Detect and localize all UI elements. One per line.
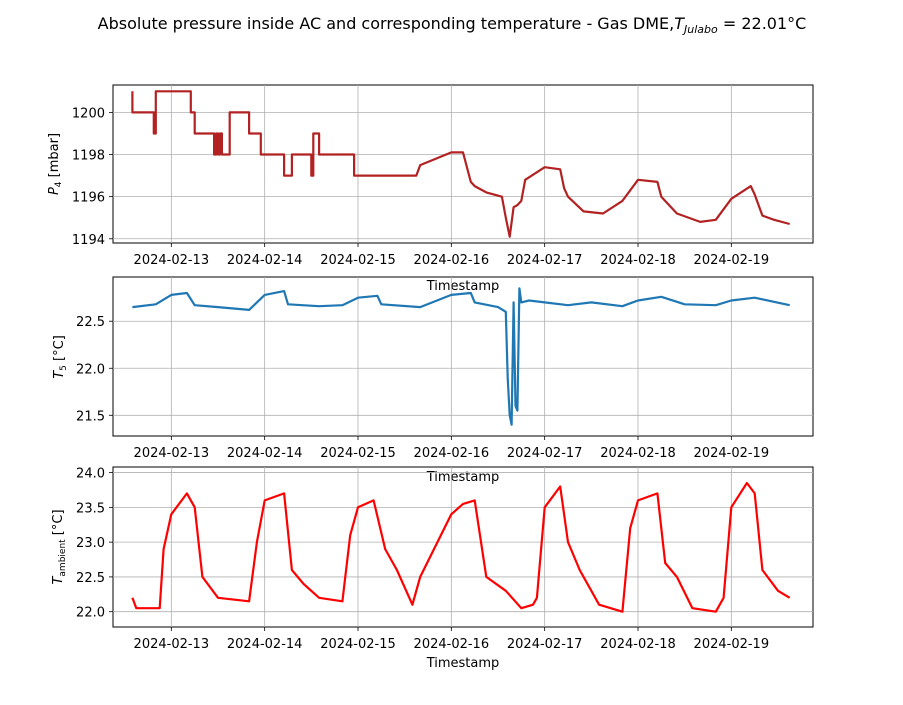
panel-ambient-grid — [113, 467, 813, 627]
y-tick-label: 23.0 — [76, 536, 105, 551]
panel-pressure-yticks: 1194 1196 1198 1200 — [72, 106, 113, 248]
x-tick-label: 2024-02-15 — [320, 446, 396, 461]
panel-ambient-xticks: 2024-02-13 2024-02-14 2024-02-15 2024-02-16… — [134, 627, 770, 652]
panel-pressure-ylabel-sub: 4 — [54, 181, 64, 187]
x-tick-label: 2024-02-16 — [414, 253, 490, 268]
panel-t5-ylabel-unit: [°C] — [52, 335, 67, 365]
panel-ambient-ylabel: Tambient [°C] — [51, 509, 68, 584]
x-tick-label: 2024-02-19 — [694, 637, 770, 652]
series-line-ambient — [131, 481, 791, 613]
panel-pressure: 2024-02-13 2024-02-14 2024-02-15 2024-02-16… — [47, 84, 814, 294]
x-tick-label: 2024-02-13 — [134, 446, 210, 461]
panel-t5-ylabel-var: T — [52, 370, 67, 379]
panel-pressure-series — [131, 90, 790, 238]
panel-pressure-ylabel: P4 [mbar] — [47, 133, 64, 195]
panel-pressure-frame — [112, 84, 814, 244]
x-tick-label: 2024-02-14 — [227, 253, 303, 268]
x-tick-label: 2024-02-14 — [227, 637, 303, 652]
panel-ambient-xlabel: Timestamp — [426, 656, 500, 671]
panel-ambient-series — [131, 481, 791, 613]
y-tick-label: 1196 — [72, 191, 105, 206]
y-tick-label: 1200 — [72, 106, 105, 121]
x-tick-label: 2024-02-18 — [600, 446, 676, 461]
x-tick-label: 2024-02-17 — [507, 637, 583, 652]
figure-title-var: T — [674, 14, 685, 33]
panel-pressure-xlabel: Timestamp — [426, 279, 500, 294]
series-line-pressure — [131, 90, 790, 238]
x-tick-label: 2024-02-15 — [320, 253, 396, 268]
x-tick-label: 2024-02-18 — [600, 637, 676, 652]
y-tick-label: 1194 — [72, 233, 105, 248]
series-line-t5 — [132, 287, 790, 426]
x-tick-label: 2024-02-16 — [414, 637, 490, 652]
x-tick-label: 2024-02-17 — [507, 446, 583, 461]
panel-t5: 2024-02-13 2024-02-14 2024-02-15 2024-02-16… — [52, 276, 814, 485]
figure-title-text: Absolute pressure inside AC and correspo… — [98, 14, 675, 33]
panel-pressure-ylabel-var: P — [47, 187, 62, 195]
y-tick-label: 1198 — [72, 149, 105, 164]
y-tick-label: 22.5 — [76, 571, 105, 586]
panel-ambient: 2024-02-13 2024-02-14 2024-02-15 2024-02-16… — [51, 466, 814, 671]
x-tick-label: 2024-02-17 — [507, 253, 583, 268]
figure-title-tail: = 22.01°C — [718, 14, 807, 33]
panel-pressure-grid — [113, 85, 813, 243]
x-tick-label: 2024-02-13 — [134, 637, 210, 652]
figure-title: Absolute pressure inside AC and correspo… — [98, 14, 807, 36]
panel-t5-xticks: 2024-02-13 2024-02-14 2024-02-15 2024-02-16… — [134, 436, 770, 461]
panel-pressure-xticks: 2024-02-13 2024-02-14 2024-02-15 2024-02-16… — [134, 243, 770, 268]
x-tick-label: 2024-02-18 — [600, 253, 676, 268]
panel-ambient-ylabel-unit: [°C] — [51, 509, 66, 539]
y-tick-label: 22.5 — [76, 315, 105, 330]
panel-t5-yticks: 21.5 22.0 22.5 — [76, 315, 113, 424]
figure-title-sub: Julabo — [682, 23, 718, 36]
panel-t5-frame — [112, 276, 814, 437]
x-tick-label: 2024-02-15 — [320, 637, 396, 652]
x-tick-label: 2024-02-14 — [227, 446, 303, 461]
y-tick-label: 21.5 — [76, 409, 105, 424]
x-tick-label: 2024-02-16 — [414, 446, 490, 461]
y-tick-label: 24.0 — [76, 467, 105, 482]
y-tick-label: 23.5 — [76, 501, 105, 516]
panel-t5-series — [132, 287, 790, 426]
panel-t5-xlabel: Timestamp — [426, 470, 500, 485]
panel-t5-ylabel-sub: 5 — [59, 365, 69, 371]
panel-ambient-yticks: 22.0 22.5 23.0 23.5 24.0 — [76, 467, 113, 621]
x-tick-label: 2024-02-13 — [134, 253, 210, 268]
panel-ambient-frame — [112, 466, 814, 628]
panel-ambient-ylabel-sub: ambient — [58, 539, 68, 577]
y-tick-label: 22.0 — [76, 606, 105, 621]
panel-t5-grid — [113, 277, 813, 436]
x-tick-label: 2024-02-19 — [694, 253, 770, 268]
panel-pressure-ylabel-unit: [mbar] — [47, 133, 62, 182]
panel-t5-ylabel: T5 [°C] — [52, 335, 69, 379]
panel-ambient-ylabel-var: T — [51, 576, 66, 585]
x-tick-label: 2024-02-19 — [694, 446, 770, 461]
y-tick-label: 22.0 — [76, 362, 105, 377]
